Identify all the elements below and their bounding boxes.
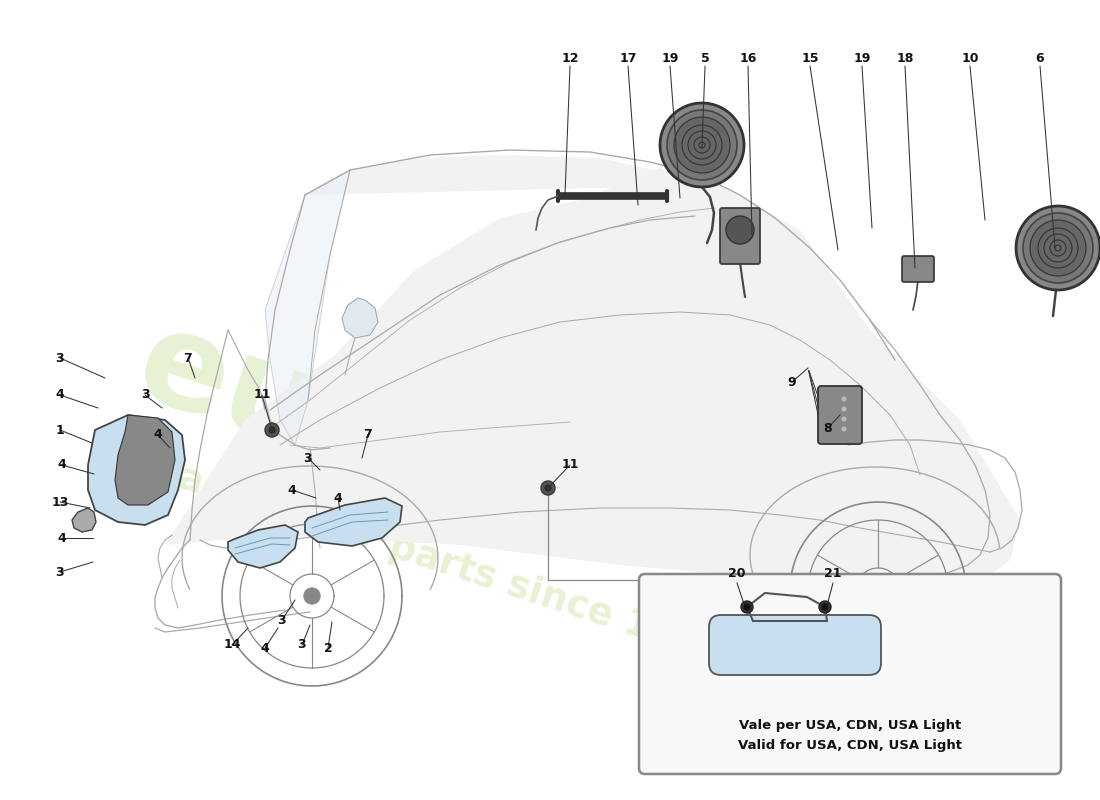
Circle shape	[541, 481, 556, 495]
Text: 3: 3	[56, 351, 64, 365]
Polygon shape	[228, 525, 298, 568]
Text: 16: 16	[739, 51, 757, 65]
Text: 19: 19	[661, 51, 679, 65]
Text: 4: 4	[287, 483, 296, 497]
Text: 4: 4	[57, 531, 66, 545]
Circle shape	[820, 601, 830, 613]
Text: 3: 3	[141, 389, 150, 402]
Text: 12: 12	[561, 51, 579, 65]
Text: 4: 4	[261, 642, 270, 654]
Circle shape	[842, 426, 847, 432]
Text: 4: 4	[333, 491, 342, 505]
Circle shape	[744, 604, 750, 610]
Circle shape	[660, 103, 744, 187]
Text: 3: 3	[304, 451, 312, 465]
Polygon shape	[265, 170, 350, 445]
Text: 21: 21	[824, 567, 842, 580]
Circle shape	[674, 117, 730, 173]
Text: 20: 20	[728, 567, 746, 580]
FancyBboxPatch shape	[818, 386, 862, 444]
Text: 3: 3	[277, 614, 286, 626]
Text: 15: 15	[801, 51, 818, 65]
Text: 19: 19	[854, 51, 871, 65]
Text: Valid for USA, CDN, USA Light: Valid for USA, CDN, USA Light	[738, 739, 962, 753]
Text: 3: 3	[298, 638, 306, 651]
Circle shape	[1030, 220, 1086, 276]
Polygon shape	[72, 508, 96, 532]
Circle shape	[1050, 240, 1066, 256]
Text: 2: 2	[323, 642, 332, 654]
Text: Vale per USA, CDN, USA Light: Vale per USA, CDN, USA Light	[739, 719, 961, 733]
Polygon shape	[305, 498, 402, 546]
Circle shape	[688, 131, 716, 159]
Polygon shape	[116, 415, 175, 505]
Text: 7: 7	[184, 351, 192, 365]
Circle shape	[304, 588, 320, 604]
Circle shape	[1055, 245, 1061, 251]
Circle shape	[842, 406, 847, 412]
Text: 7: 7	[364, 429, 373, 442]
Circle shape	[842, 396, 847, 402]
Text: 18: 18	[896, 51, 914, 65]
Circle shape	[1016, 206, 1100, 290]
Text: 11: 11	[561, 458, 579, 471]
Circle shape	[822, 604, 828, 610]
Circle shape	[667, 110, 737, 180]
FancyBboxPatch shape	[639, 574, 1062, 774]
Circle shape	[682, 125, 722, 165]
Text: 13: 13	[52, 495, 68, 509]
FancyBboxPatch shape	[902, 256, 934, 282]
Polygon shape	[55, 155, 1020, 592]
Text: 3: 3	[56, 566, 64, 578]
Circle shape	[870, 582, 886, 598]
Circle shape	[698, 142, 705, 148]
Text: 8: 8	[824, 422, 833, 434]
Circle shape	[265, 423, 279, 437]
Circle shape	[270, 427, 275, 433]
Polygon shape	[88, 415, 185, 525]
Circle shape	[544, 485, 551, 491]
Circle shape	[694, 137, 710, 153]
Text: 4: 4	[154, 429, 163, 442]
Text: eurococ: eurococ	[121, 299, 718, 601]
Text: 11: 11	[253, 389, 271, 402]
Circle shape	[741, 601, 754, 613]
Text: a passion for parts since 1999: a passion for parts since 1999	[111, 439, 729, 670]
Circle shape	[726, 216, 754, 244]
Polygon shape	[342, 298, 378, 338]
Text: 10: 10	[961, 51, 979, 65]
Text: 4: 4	[57, 458, 66, 471]
Text: 17: 17	[619, 51, 637, 65]
Text: 9: 9	[788, 375, 796, 389]
Circle shape	[1044, 234, 1072, 262]
FancyBboxPatch shape	[710, 615, 881, 675]
Text: 4: 4	[56, 389, 65, 402]
Text: 1: 1	[56, 423, 65, 437]
Circle shape	[1038, 228, 1078, 268]
Text: 14: 14	[223, 638, 241, 651]
FancyBboxPatch shape	[720, 208, 760, 264]
Circle shape	[1023, 213, 1093, 283]
Text: 6: 6	[1036, 51, 1044, 65]
Text: 5: 5	[701, 51, 710, 65]
Circle shape	[842, 416, 847, 422]
